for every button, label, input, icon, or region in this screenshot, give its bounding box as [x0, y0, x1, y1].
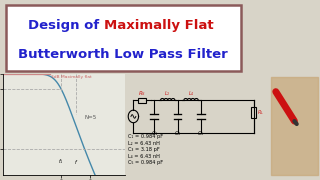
FancyBboxPatch shape	[5, 5, 241, 71]
Text: $L_4$: $L_4$	[188, 89, 194, 98]
Text: 3dB Maximally flat: 3dB Maximally flat	[51, 75, 92, 79]
Text: Design of: Design of	[28, 19, 104, 32]
Text: $f$: $f$	[74, 158, 78, 166]
Text: $R_L$: $R_L$	[257, 108, 264, 117]
Text: Butterworth Low Pass Filter: Butterworth Low Pass Filter	[18, 48, 228, 61]
Text: $C_5$: $C_5$	[197, 129, 204, 138]
Text: C₅ = 0.984 pF: C₅ = 0.984 pF	[129, 160, 164, 165]
Text: C₁ = 0.984 pF: C₁ = 0.984 pF	[129, 134, 164, 139]
Text: C₃ = 3.18 pF: C₃ = 3.18 pF	[129, 147, 160, 152]
Text: $C_3$: $C_3$	[174, 129, 181, 138]
Text: $R_S$: $R_S$	[138, 90, 146, 98]
Bar	[251, 107, 256, 118]
Text: $C_1$: $C_1$	[151, 129, 158, 138]
Text: Maximally Flat: Maximally Flat	[104, 19, 214, 32]
Text: L₄ = 6.43 nH: L₄ = 6.43 nH	[129, 154, 160, 159]
Text: N=5: N=5	[84, 115, 97, 120]
Text: $f_1$: $f_1$	[58, 158, 63, 166]
Text: $L_2$: $L_2$	[164, 89, 171, 98]
Bar	[138, 98, 146, 103]
Text: L₂ = 6.43 nH: L₂ = 6.43 nH	[129, 141, 160, 146]
